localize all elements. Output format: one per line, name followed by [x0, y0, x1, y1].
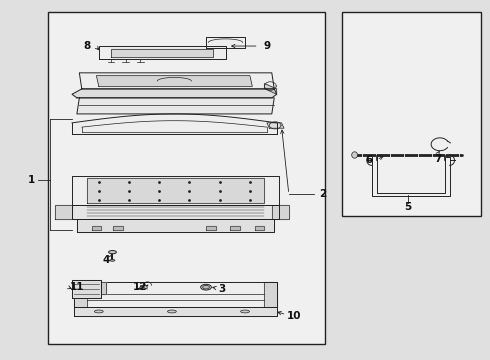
Polygon shape	[77, 219, 274, 232]
Polygon shape	[72, 114, 277, 134]
Polygon shape	[255, 226, 265, 230]
Ellipse shape	[95, 310, 103, 313]
Polygon shape	[92, 226, 101, 230]
Text: 2: 2	[319, 189, 326, 199]
Polygon shape	[206, 37, 245, 48]
Ellipse shape	[110, 260, 115, 261]
Text: 10: 10	[287, 311, 301, 321]
Text: 8: 8	[83, 41, 90, 51]
Polygon shape	[111, 49, 213, 57]
Text: 1: 1	[28, 175, 35, 185]
Ellipse shape	[202, 285, 209, 289]
Ellipse shape	[352, 152, 358, 158]
Bar	[343, 12, 481, 216]
Polygon shape	[74, 282, 87, 307]
Text: 11: 11	[70, 282, 84, 292]
Ellipse shape	[241, 310, 249, 313]
Polygon shape	[267, 123, 284, 128]
Polygon shape	[97, 76, 252, 86]
Ellipse shape	[109, 251, 116, 254]
Polygon shape	[87, 178, 265, 203]
Ellipse shape	[168, 310, 176, 313]
Polygon shape	[114, 226, 123, 230]
Polygon shape	[265, 84, 277, 94]
Text: 12: 12	[133, 282, 147, 292]
Bar	[48, 12, 325, 344]
Text: 7: 7	[434, 154, 441, 163]
Polygon shape	[74, 282, 277, 307]
Polygon shape	[79, 73, 274, 89]
Polygon shape	[230, 226, 240, 230]
Text: 9: 9	[263, 41, 270, 51]
Polygon shape	[72, 89, 277, 98]
Text: 6: 6	[366, 156, 373, 165]
Polygon shape	[272, 205, 289, 219]
Ellipse shape	[140, 285, 147, 289]
Polygon shape	[265, 282, 277, 307]
Polygon shape	[74, 307, 277, 316]
Polygon shape	[72, 205, 279, 219]
Polygon shape	[72, 176, 279, 205]
Polygon shape	[77, 98, 274, 114]
Text: 3: 3	[219, 284, 226, 294]
Ellipse shape	[201, 284, 211, 290]
Text: 5: 5	[405, 202, 412, 212]
Polygon shape	[72, 280, 101, 298]
Polygon shape	[101, 282, 106, 294]
Text: 4: 4	[102, 255, 110, 265]
Polygon shape	[99, 46, 225, 59]
Polygon shape	[55, 205, 72, 219]
Polygon shape	[206, 226, 216, 230]
